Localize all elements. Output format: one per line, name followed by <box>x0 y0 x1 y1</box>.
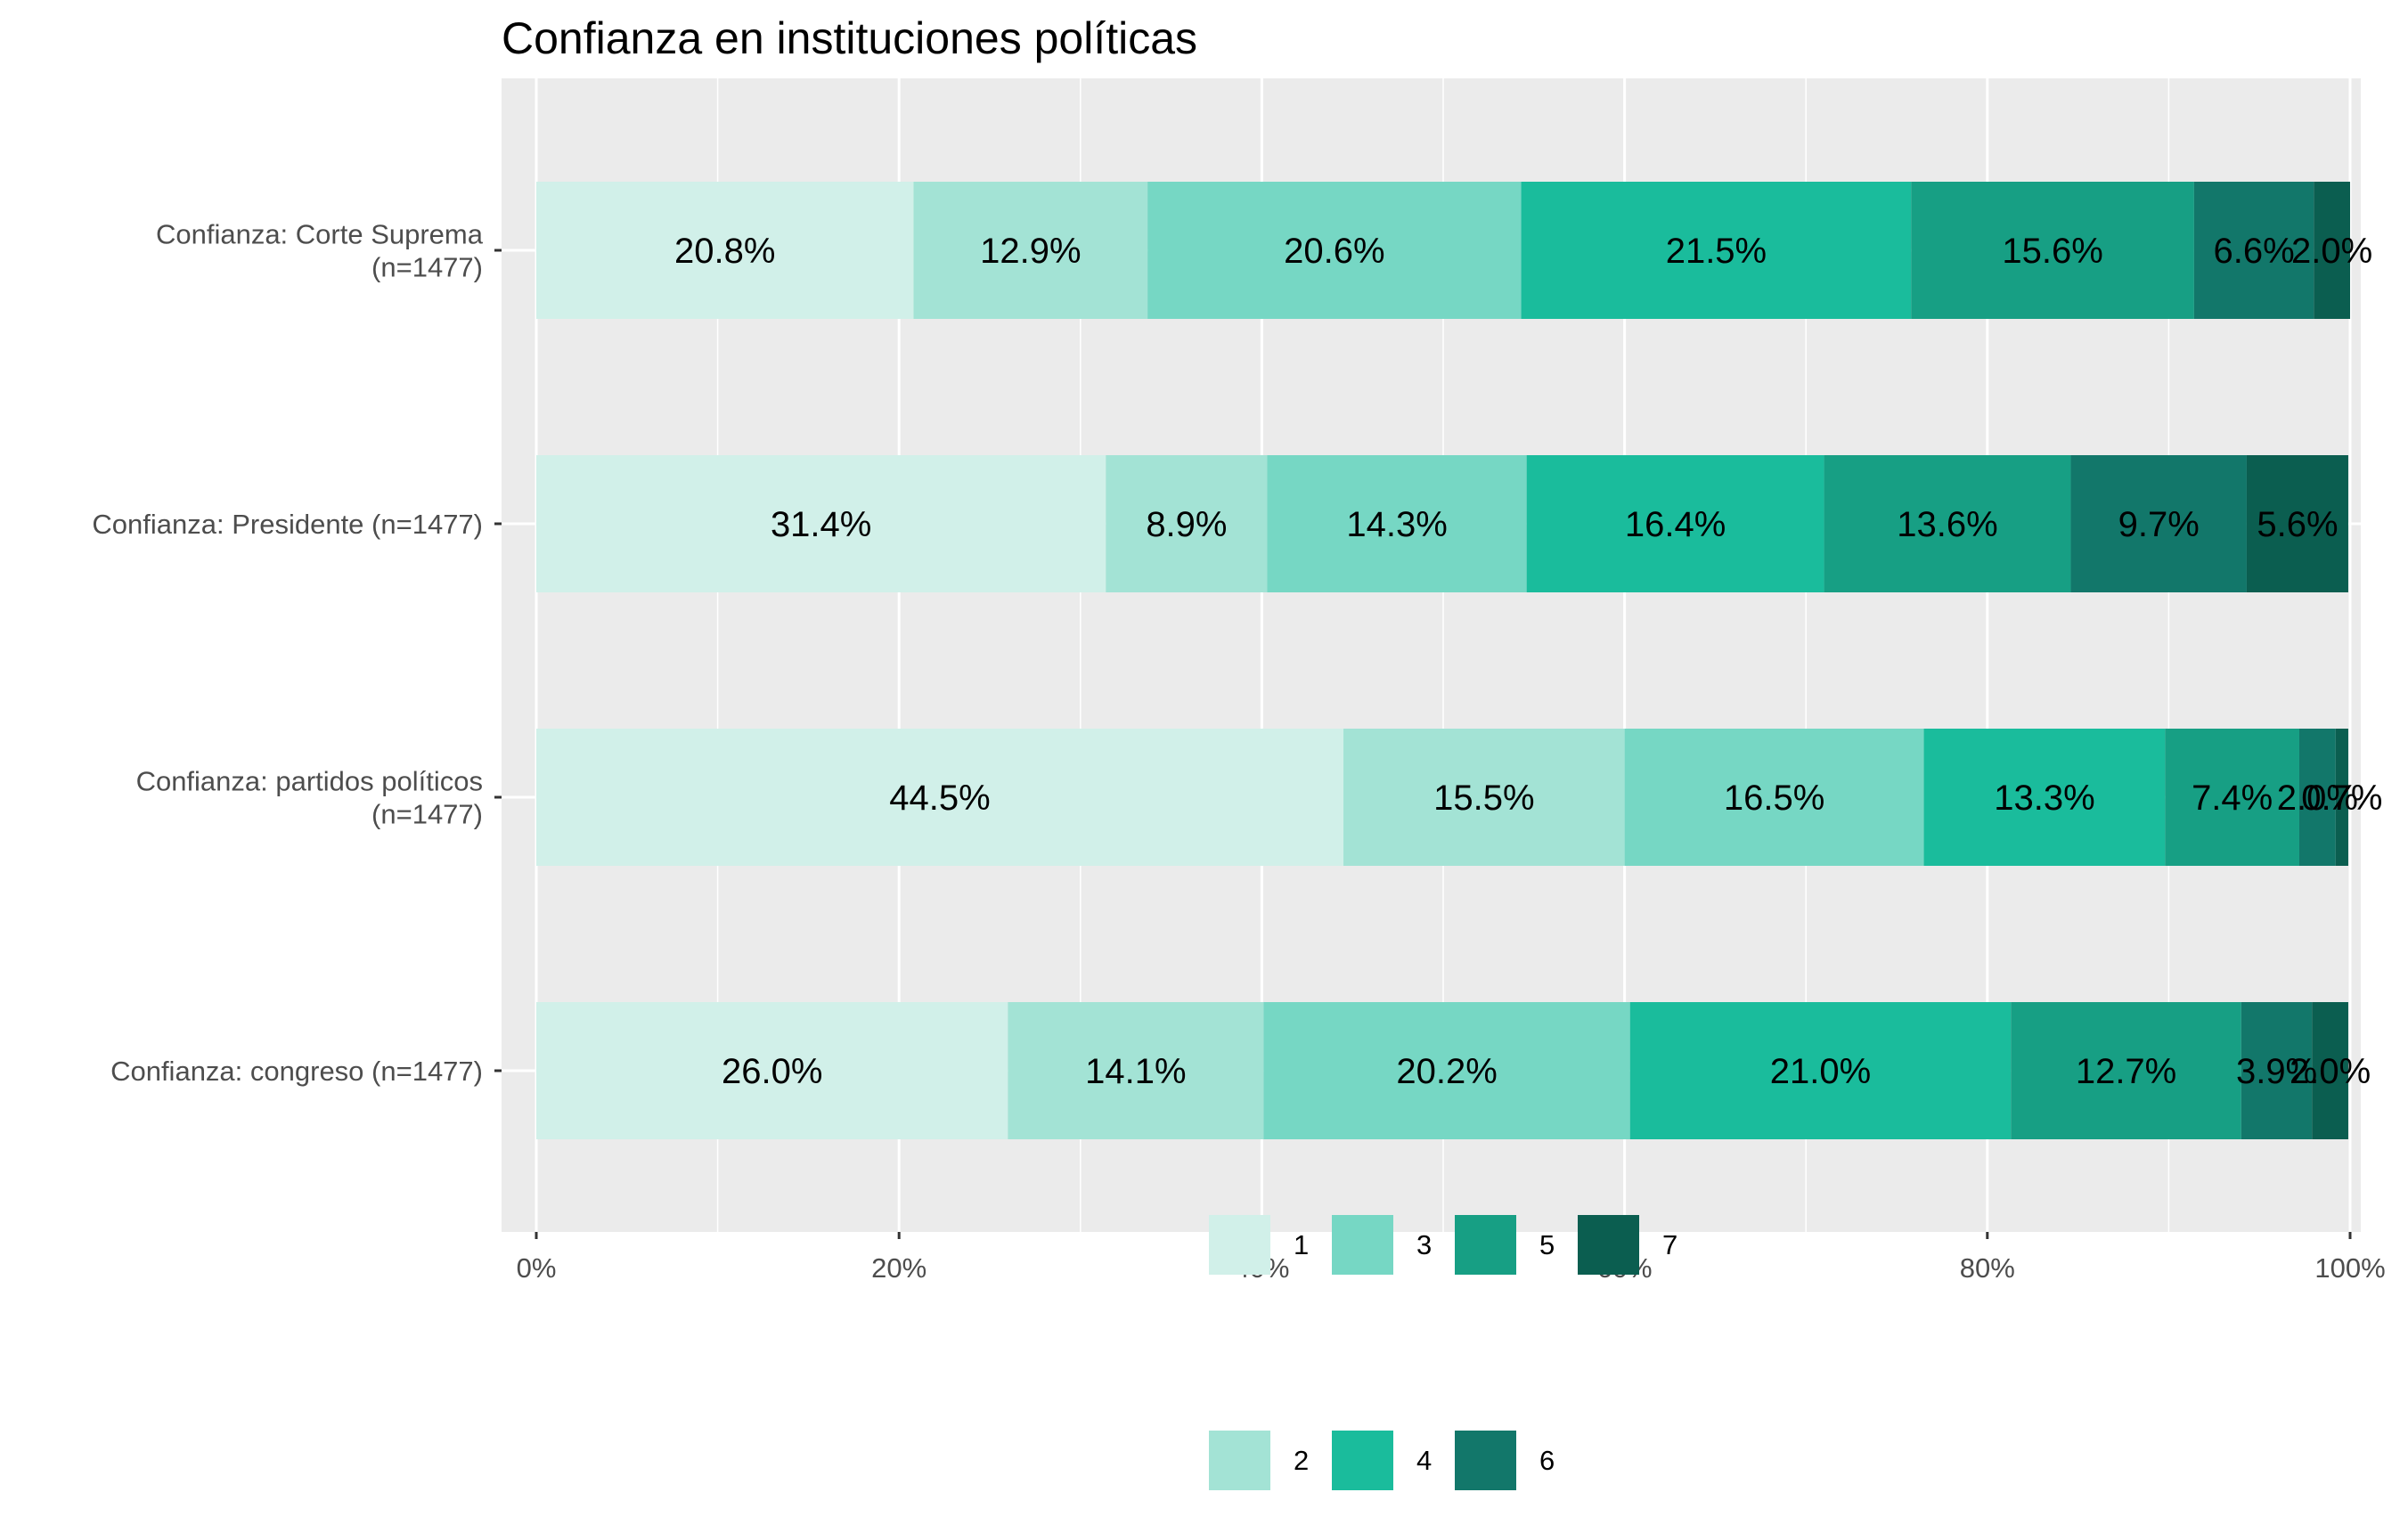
data-label: 20.2% <box>1396 1052 1497 1091</box>
data-label: 2.0% <box>2291 232 2372 271</box>
data-label: 13.3% <box>1994 779 2094 818</box>
bar-segment <box>1106 455 1268 592</box>
data-label: 13.6% <box>1897 505 1997 544</box>
y-tick-label: Confianza: partidos políticos <box>136 766 483 797</box>
bar-segment <box>2298 729 2336 866</box>
bar-segment <box>2165 729 2299 866</box>
legend-label: 6 <box>1539 1445 1555 1476</box>
bars <box>536 182 2350 1139</box>
data-label: 6.6% <box>2214 232 2295 271</box>
bar-segment <box>2335 729 2348 866</box>
data-label: 16.5% <box>1724 779 1824 818</box>
bar-segment <box>1263 1002 1630 1139</box>
legend-key <box>1578 1215 1639 1275</box>
bar-segment <box>1911 182 2194 319</box>
bar-segment <box>1008 1002 1264 1139</box>
legend-key <box>1455 1215 1516 1275</box>
y-axis: Confianza: Corte Suprema(n=1477)Confianz… <box>92 219 502 1087</box>
data-label: 15.5% <box>1433 779 1534 818</box>
data-label: 14.3% <box>1346 505 1447 544</box>
bar-segment <box>536 1002 1008 1139</box>
data-label: 21.5% <box>1666 232 1767 271</box>
bar-segment <box>536 182 914 319</box>
data-label: 14.1% <box>1085 1052 1186 1091</box>
x-tick-label: 20% <box>871 1252 926 1284</box>
bar-segment <box>2246 455 2348 592</box>
data-label: 20.8% <box>674 232 775 271</box>
y-tick-label: Confianza: Presidente (n=1477) <box>92 509 483 540</box>
data-label: 0.7% <box>2301 779 2382 818</box>
x-axis: 0%20%40%60%80%100% <box>517 1232 2386 1284</box>
legend-label: 3 <box>1416 1229 1432 1260</box>
legend-key <box>1209 1431 1270 1490</box>
bar-segment <box>2011 1002 2241 1139</box>
data-label: 21.0% <box>1770 1052 1871 1091</box>
bar-segment <box>913 182 1148 319</box>
bar-segment <box>1629 1002 2012 1139</box>
data-label: 3.9% <box>2236 1052 2317 1091</box>
data-label: 12.9% <box>980 232 1081 271</box>
data-label: 2.0% <box>2290 1052 2371 1091</box>
data-label: 15.6% <box>2002 232 2102 271</box>
x-tick-label: 100% <box>2314 1252 2385 1284</box>
data-label: 2.0% <box>2277 779 2358 818</box>
y-tick-label: (n=1477) <box>371 252 483 283</box>
legend-label: 7 <box>1662 1229 1677 1260</box>
bar-segment <box>2070 455 2247 592</box>
legend-key <box>1332 1215 1393 1275</box>
legend-key <box>1209 1215 1270 1275</box>
bar-segment <box>2314 182 2350 319</box>
data-label: 12.7% <box>2076 1052 2176 1091</box>
legend-key <box>1455 1431 1516 1490</box>
legend-label: 4 <box>1416 1445 1432 1476</box>
bar-segment <box>536 455 1106 592</box>
chart-title: Confianza en instituciones políticas <box>502 13 1197 63</box>
data-label: 31.4% <box>771 505 871 544</box>
legend-label: 5 <box>1539 1229 1555 1260</box>
bar-segment <box>1343 729 1625 866</box>
legend: 1 2 3 4 5 6 7 <box>1209 1215 1677 1490</box>
data-label: 5.6% <box>2257 505 2338 544</box>
data-label: 26.0% <box>722 1052 822 1091</box>
data-label: 44.5% <box>889 779 990 818</box>
data-label: 7.4% <box>2192 779 2273 818</box>
bar-segment <box>1624 729 1924 866</box>
data-label: 8.9% <box>1146 505 1227 544</box>
data-label: 9.7% <box>2118 505 2200 544</box>
data-label: 20.6% <box>1284 232 1384 271</box>
bar-segment <box>2241 1002 2313 1139</box>
bar-segment <box>1147 182 1522 319</box>
bar-segment <box>1521 182 1912 319</box>
x-tick-label: 0% <box>517 1252 557 1284</box>
bar-segment <box>536 729 1344 866</box>
bar-segment <box>1824 455 2071 592</box>
bar-segment <box>2312 1002 2348 1139</box>
legend-key <box>1332 1431 1393 1490</box>
data-label: 16.4% <box>1625 505 1726 544</box>
bar-segment <box>2193 182 2314 319</box>
y-tick-label: (n=1477) <box>371 799 483 830</box>
x-tick-label: 80% <box>1960 1252 2015 1284</box>
bar-segment <box>1267 455 1527 592</box>
y-tick-label: Confianza: Corte Suprema <box>156 219 484 250</box>
bar-segment <box>1526 455 1824 592</box>
y-tick-label: Confianza: congreso (n=1477) <box>110 1056 483 1087</box>
legend-label: 2 <box>1294 1445 1309 1476</box>
segment-labels: 20.8% 12.9% 20.6% 21.5% 15.6% 6.6%2.0%31.4% 8.… <box>674 232 2382 1091</box>
bar-segment <box>1923 729 2166 866</box>
legend-label: 1 <box>1294 1229 1309 1260</box>
